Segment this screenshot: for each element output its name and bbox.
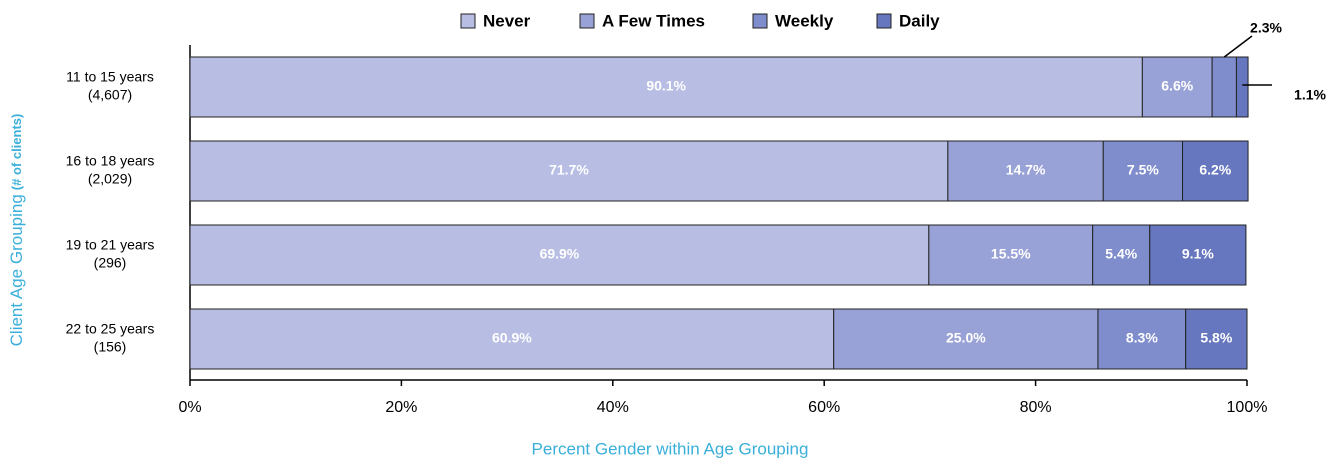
y-tick-label: (2,029) bbox=[88, 171, 132, 187]
bar-segment bbox=[1102, 140, 1184, 202]
legend-label: Daily bbox=[899, 11, 940, 30]
bar-segment bbox=[1092, 224, 1151, 286]
bar-label: 6.6% bbox=[1161, 78, 1193, 94]
legend-label: Never bbox=[483, 11, 531, 30]
x-tick-label: 100% bbox=[1227, 399, 1268, 416]
bar-label: 60.9% bbox=[492, 330, 532, 346]
y-tick-label: 22 to 25 years bbox=[66, 321, 155, 337]
y-axis-title-note: (# of clients) bbox=[9, 114, 24, 191]
bar-segment bbox=[928, 224, 1094, 286]
x-axis-title: Percent Gender within Age Grouping bbox=[532, 439, 809, 458]
bar-label: 15.5% bbox=[991, 246, 1031, 262]
x-tick-label: 60% bbox=[808, 399, 840, 416]
bar-segment bbox=[1141, 56, 1213, 118]
legend-swatch bbox=[579, 13, 595, 29]
bar-label: 5.4% bbox=[1105, 246, 1137, 262]
bar-segment bbox=[189, 308, 835, 370]
bar-segment bbox=[1182, 140, 1249, 202]
bar-segment bbox=[189, 140, 949, 202]
leader-line bbox=[1223, 35, 1253, 58]
y-tick-label: (296) bbox=[94, 255, 127, 271]
bar-label: 9.1% bbox=[1182, 246, 1214, 262]
legend-swatch bbox=[876, 13, 892, 29]
legend-label: A Few Times bbox=[602, 11, 705, 30]
bar-segment bbox=[1185, 308, 1248, 370]
bar-label: 90.1% bbox=[646, 78, 686, 94]
x-tick-label: 0% bbox=[178, 399, 201, 416]
y-axis-title: Client Age Grouping (# of clients) bbox=[7, 114, 26, 347]
bar-label: 25.0% bbox=[946, 330, 986, 346]
bar-label: 2.3% bbox=[1250, 20, 1282, 36]
x-tick-label: 40% bbox=[597, 399, 629, 416]
bar-label: 8.3% bbox=[1126, 330, 1158, 346]
bar-label: 5.8% bbox=[1200, 330, 1232, 346]
legend-swatch bbox=[752, 13, 768, 29]
bar-label: 6.2% bbox=[1199, 162, 1231, 178]
y-axis-title-main: Client Age Grouping bbox=[7, 194, 26, 346]
x-tick-label: 80% bbox=[1020, 399, 1052, 416]
legend-swatch bbox=[460, 13, 476, 29]
bar-segment bbox=[189, 56, 1143, 118]
bar-label: 69.9% bbox=[540, 246, 580, 262]
bar-segment bbox=[1235, 56, 1249, 118]
y-tick-label: 16 to 18 years bbox=[66, 153, 155, 169]
bar-segment bbox=[947, 140, 1104, 202]
bar-label: 14.7% bbox=[1006, 162, 1046, 178]
bar-segment bbox=[1149, 224, 1247, 286]
y-tick-label: (156) bbox=[94, 339, 127, 355]
x-tick-label: 20% bbox=[385, 399, 417, 416]
bar-segment bbox=[189, 224, 930, 286]
bar-segment bbox=[1211, 56, 1237, 118]
y-tick-label: 19 to 21 years bbox=[66, 237, 155, 253]
y-tick-label: (4,607) bbox=[88, 87, 132, 103]
bar-segment bbox=[1097, 308, 1187, 370]
y-tick-label: 11 to 15 years bbox=[66, 69, 154, 85]
legend-label: Weekly bbox=[775, 11, 834, 30]
bar-label: 1.1% bbox=[1294, 87, 1326, 103]
bar-label: 71.7% bbox=[549, 162, 589, 178]
bar-label: 7.5% bbox=[1127, 162, 1159, 178]
